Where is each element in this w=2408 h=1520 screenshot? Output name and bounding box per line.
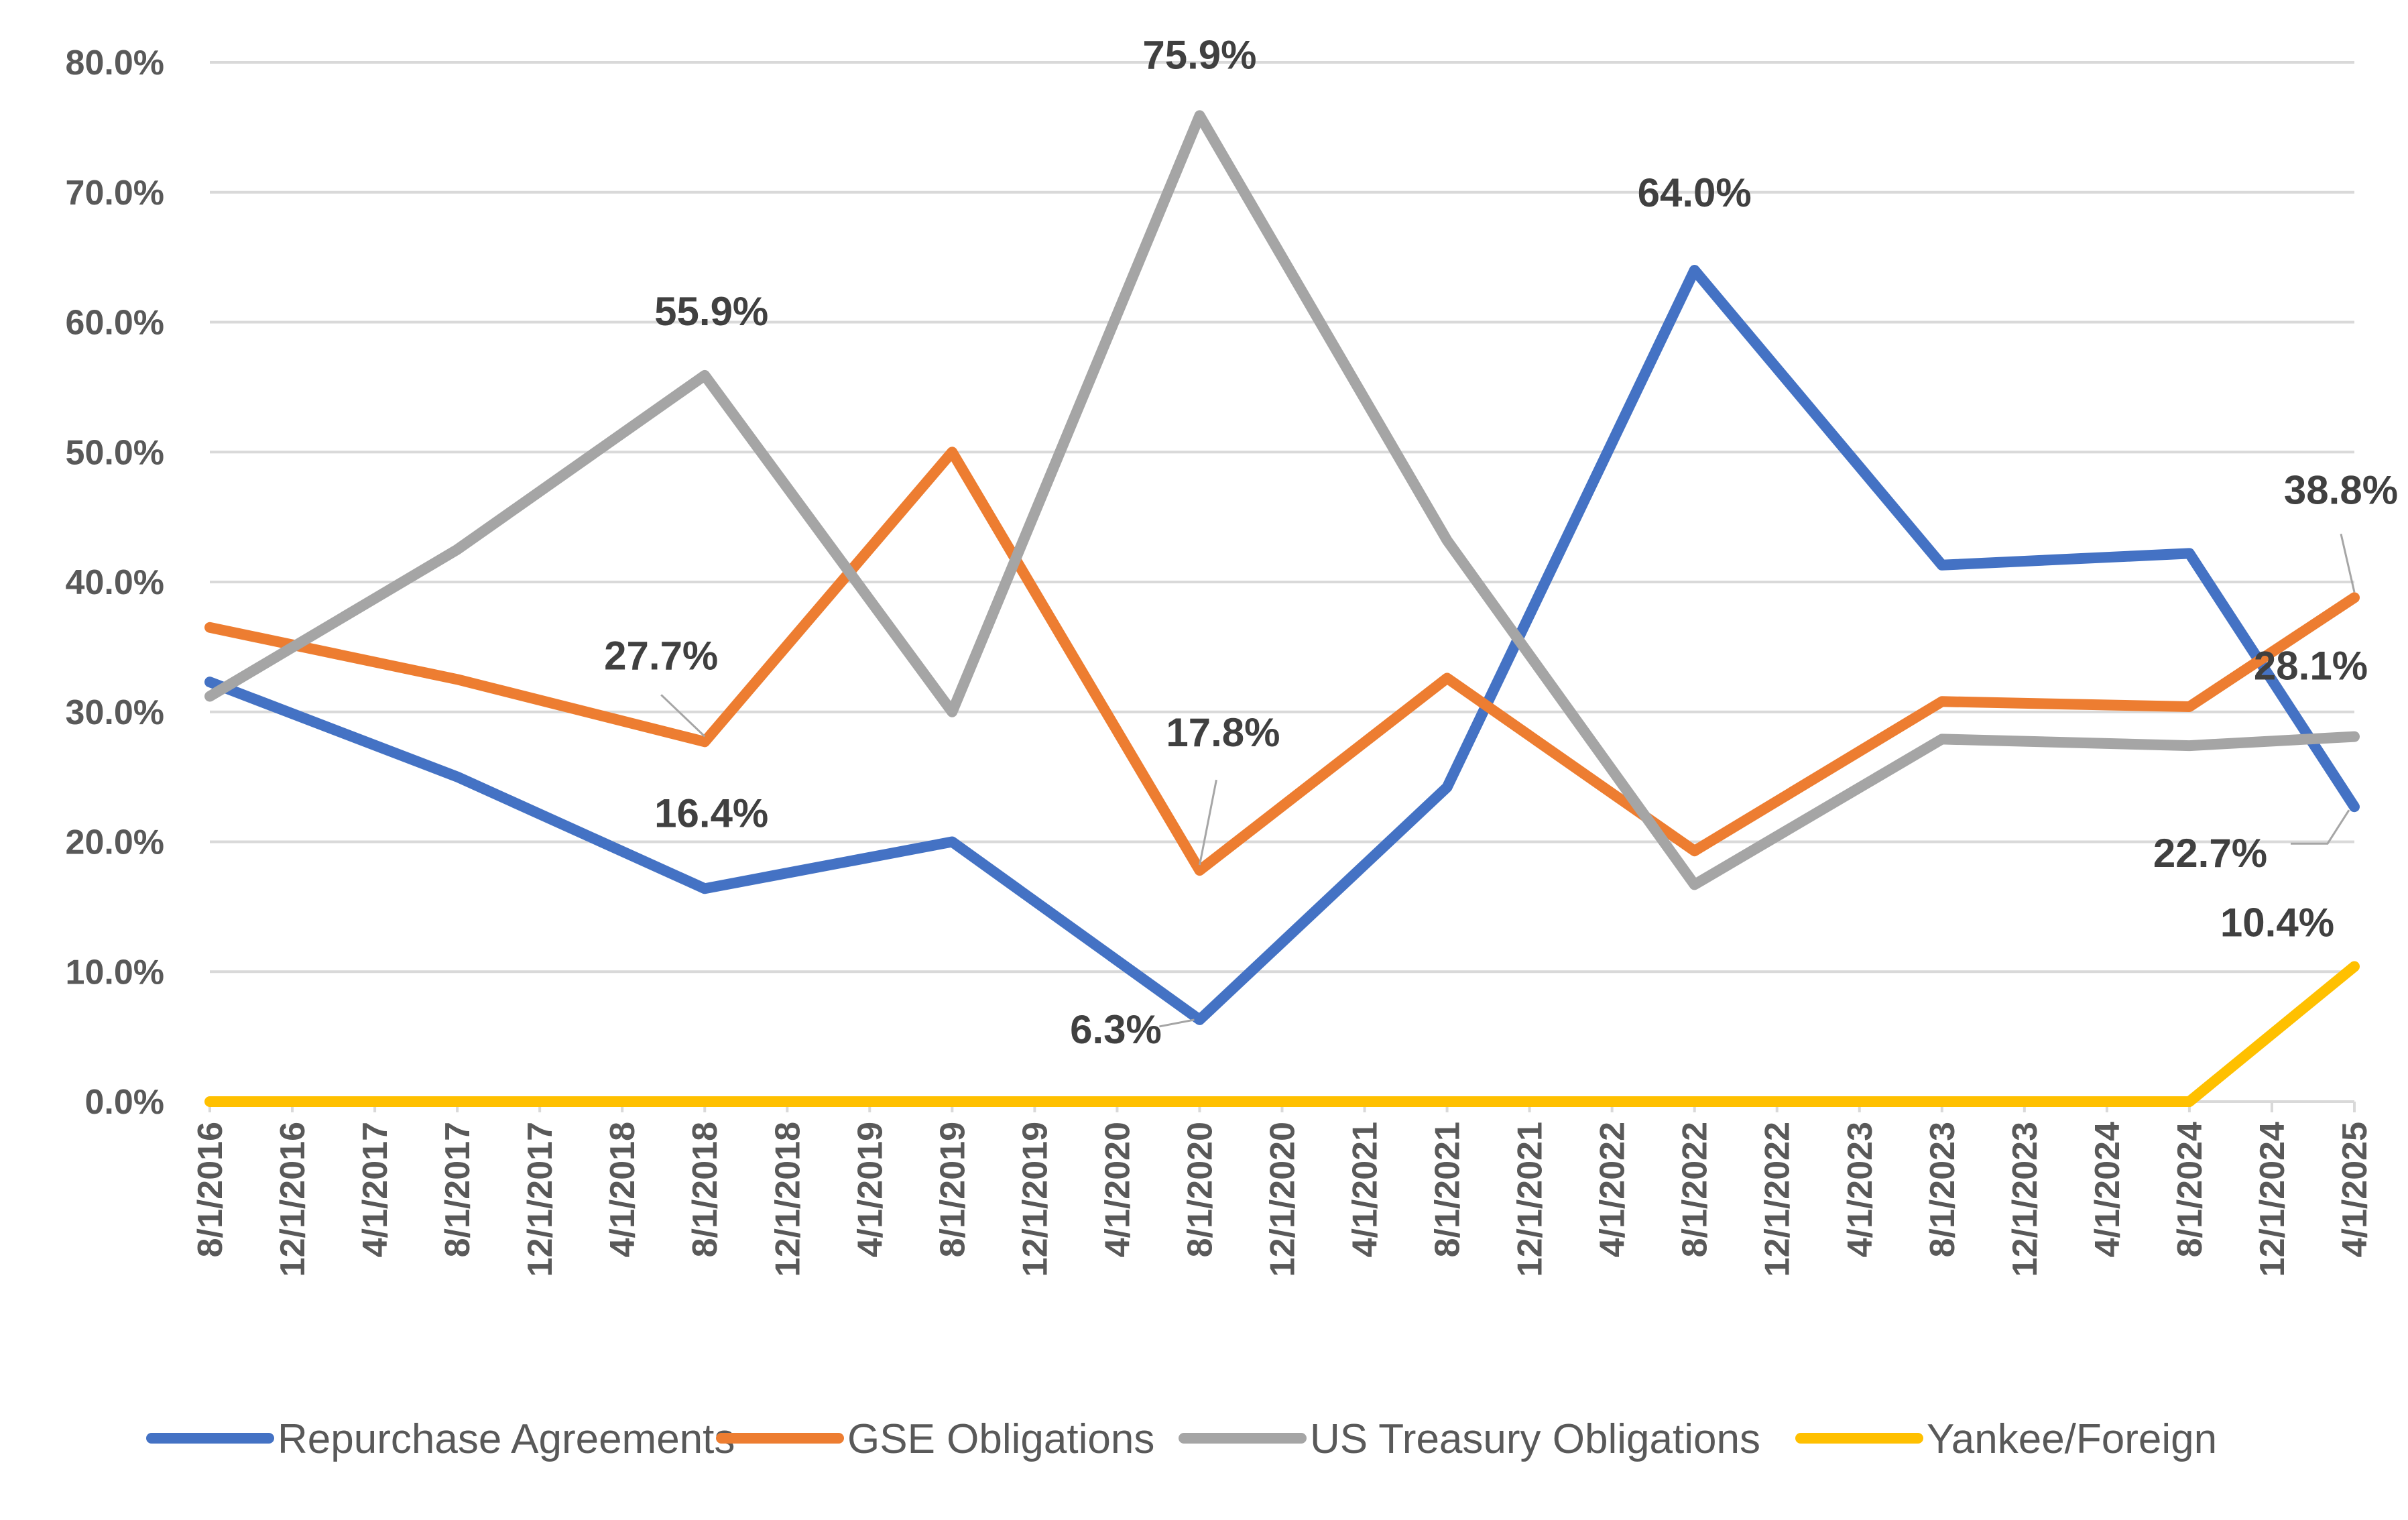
x-tick-label: 4/1/2025 bbox=[2336, 1122, 2374, 1257]
y-tick-label: 10.0% bbox=[66, 953, 164, 992]
x-tick-label: 8/1/2018 bbox=[686, 1122, 725, 1257]
x-tick-label: 8/1/2020 bbox=[1181, 1122, 1219, 1257]
data-label-leader bbox=[1159, 1018, 1195, 1028]
gridlines bbox=[210, 61, 2354, 974]
y-tick-label: 70.0% bbox=[66, 174, 164, 213]
data-label: 27.7% bbox=[604, 633, 718, 678]
x-tick-label: 12/1/2018 bbox=[768, 1122, 807, 1277]
series-line-repurchase-agreements bbox=[204, 265, 2360, 1025]
x-tick-label: 12/1/2016 bbox=[274, 1122, 312, 1277]
data-label: 38.8% bbox=[2284, 467, 2398, 512]
x-tick-label: 4/1/2022 bbox=[1593, 1122, 1632, 1257]
data-label: 64.0% bbox=[1638, 170, 1752, 215]
x-tick-label: 12/1/2024 bbox=[2253, 1122, 2292, 1277]
y-tick-label: 40.0% bbox=[66, 563, 164, 602]
data-labels: 55.9% 75.9% 64.0% 27.7% 16.4% 17.8% 6.3% 38.8% 2… bbox=[604, 32, 2398, 1052]
data-label: 75.9% bbox=[1142, 32, 1256, 77]
x-tick-label: 4/1/2017 bbox=[356, 1122, 395, 1257]
y-tick-label: 50.0% bbox=[66, 433, 164, 472]
series-lines bbox=[204, 110, 2360, 1107]
data-label: 17.8% bbox=[1166, 710, 1280, 755]
y-tick-label: 30.0% bbox=[66, 693, 164, 732]
x-tick-label: 4/1/2021 bbox=[1346, 1122, 1385, 1257]
data-label: 6.3% bbox=[1070, 1007, 1162, 1052]
legend-label-gse-obligations: GSE Obligations bbox=[847, 1416, 1154, 1462]
x-tick-label: 12/1/2021 bbox=[1511, 1122, 1550, 1277]
x-tick-label: 12/1/2023 bbox=[2006, 1122, 2045, 1277]
series-line-gse-obligations bbox=[204, 447, 2360, 876]
legend-label-us-treasury-obligations: US Treasury Obligations bbox=[1310, 1416, 1760, 1462]
legend-label-yankee-foreign: Yankee/Foreign bbox=[1927, 1416, 2217, 1462]
data-label: 22.7% bbox=[2153, 831, 2267, 876]
data-label-leader bbox=[2291, 809, 2350, 845]
y-tick-label: 60.0% bbox=[66, 304, 164, 343]
data-label-leader bbox=[660, 694, 706, 738]
data-label: 16.4% bbox=[654, 791, 768, 835]
x-tick-label: 8/1/2024 bbox=[2171, 1122, 2210, 1257]
axes: 0.0% 10.0% 20.0% 30.0% 40.0% 50.0% 60.0% 70.0% 8… bbox=[66, 44, 2374, 1277]
y-tick-label: 0.0% bbox=[84, 1083, 164, 1122]
series-line-us-treasury-obligations bbox=[204, 110, 2360, 890]
x-tick-label: 8/1/2019 bbox=[933, 1122, 972, 1257]
x-tick-label: 12/1/2017 bbox=[521, 1122, 560, 1277]
x-tick-label: 12/1/2022 bbox=[1758, 1122, 1797, 1277]
legend: Repurchase Agreements GSE Obligations US T… bbox=[146, 1416, 2217, 1462]
series-line-yankee-foreign bbox=[204, 961, 2360, 1107]
data-label: 55.9% bbox=[654, 289, 768, 334]
data-label-leader bbox=[2340, 533, 2356, 593]
x-tick-label: 8/1/2016 bbox=[191, 1122, 230, 1257]
x-tick-label: 4/1/2018 bbox=[603, 1122, 642, 1257]
x-tick-label: 12/1/2019 bbox=[1016, 1122, 1055, 1277]
data-label-leader bbox=[1198, 779, 1217, 866]
x-tick-label: 4/1/2019 bbox=[851, 1122, 890, 1257]
x-tick-label: 8/1/2023 bbox=[1923, 1122, 1962, 1257]
x-tick-label: 4/1/2024 bbox=[2088, 1122, 2127, 1257]
x-tick-label: 8/1/2021 bbox=[1429, 1122, 1467, 1257]
y-tick-label: 80.0% bbox=[66, 44, 164, 82]
x-tick-label: 12/1/2020 bbox=[1264, 1122, 1303, 1277]
x-tick-label: 8/1/2017 bbox=[438, 1122, 477, 1257]
x-tick-label: 4/1/2020 bbox=[1098, 1122, 1137, 1257]
data-label: 28.1% bbox=[2254, 644, 2368, 689]
y-tick-label: 20.0% bbox=[66, 823, 164, 862]
x-tick-label: 4/1/2023 bbox=[1841, 1122, 1880, 1257]
data-label: 10.4% bbox=[2220, 900, 2334, 945]
x-tick-label: 8/1/2022 bbox=[1676, 1122, 1715, 1257]
legend-label-repurchase-agreements: Repurchase Agreements bbox=[278, 1416, 735, 1462]
